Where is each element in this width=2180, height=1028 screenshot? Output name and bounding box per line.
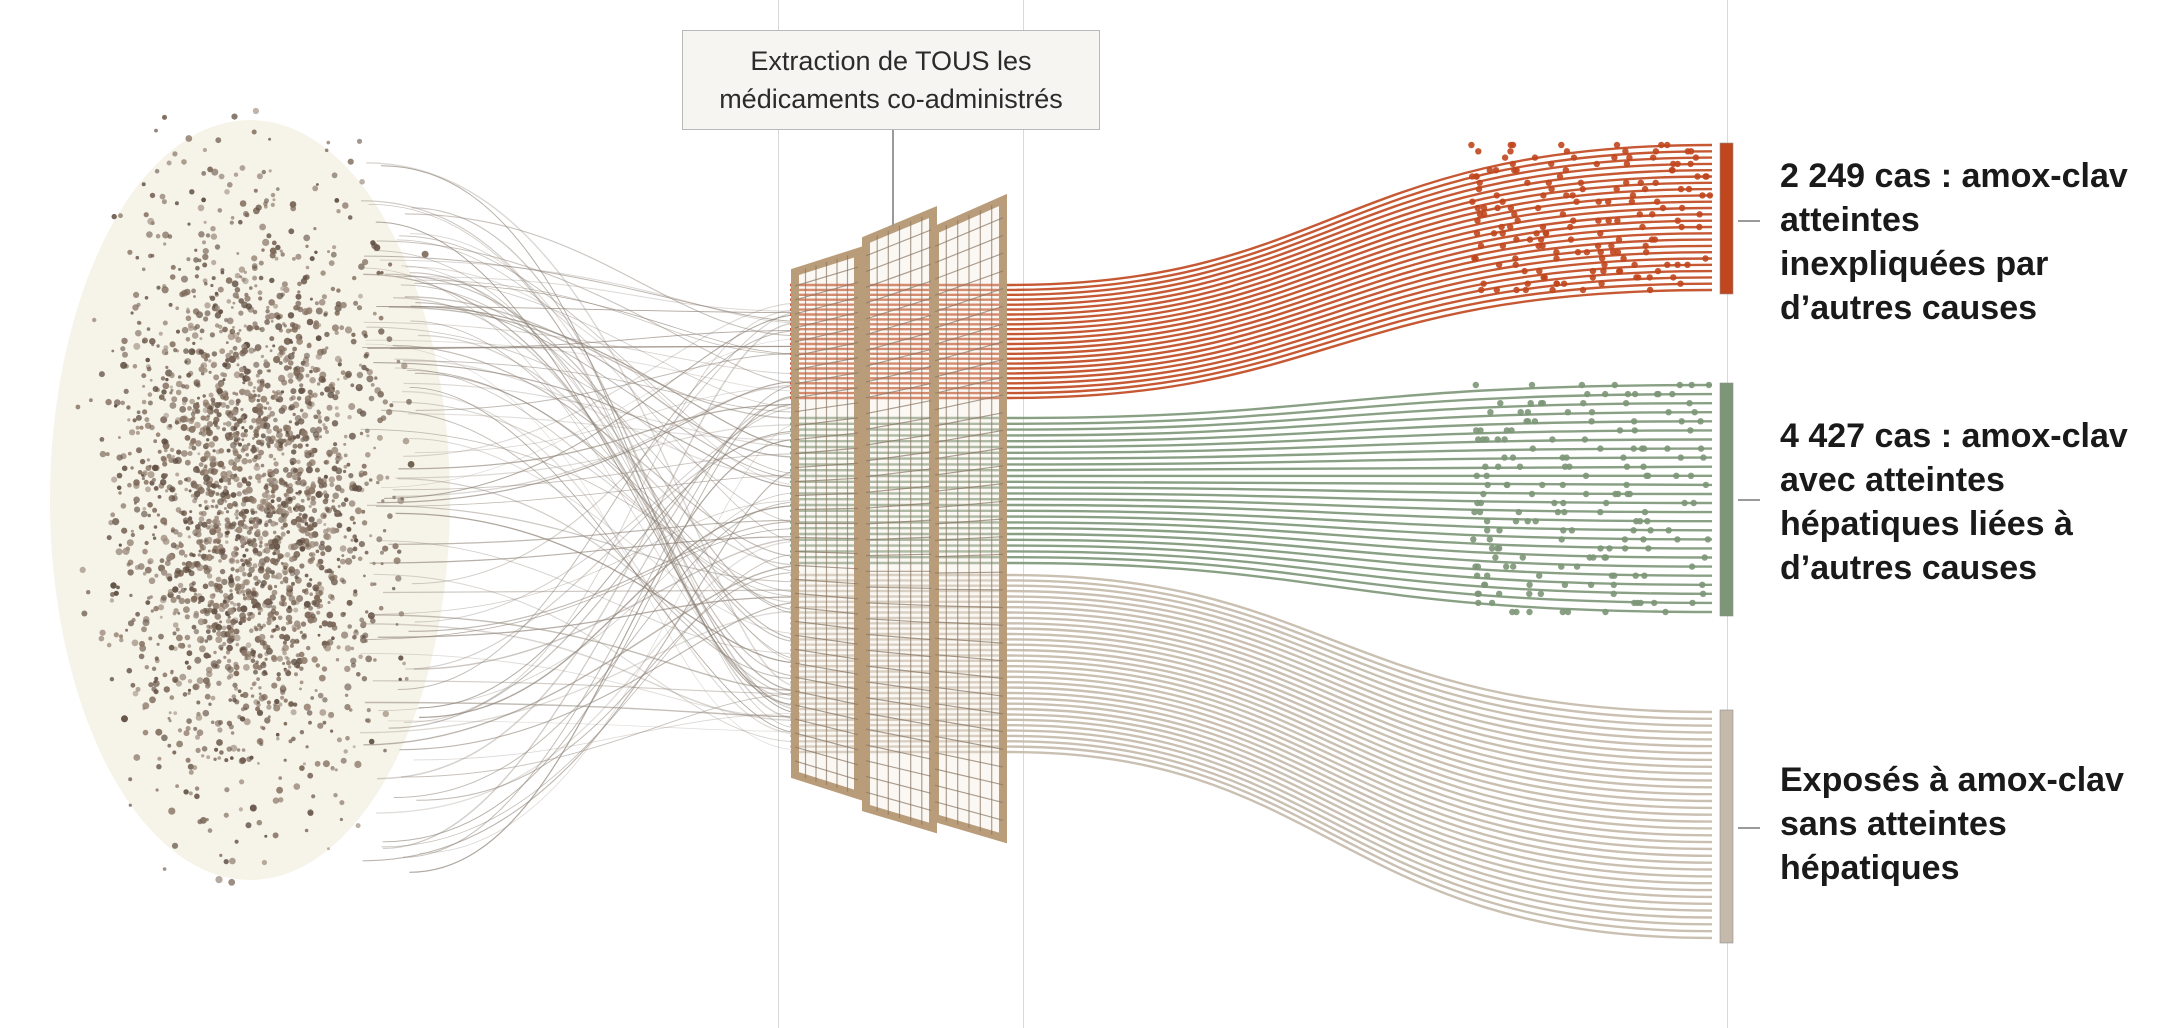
- bundle-unexplained: [790, 141, 1714, 400]
- bundle-no_injury: [790, 573, 1713, 940]
- group-connector-no-injury: [1738, 827, 1760, 829]
- group-bar-other_causes: [1719, 382, 1734, 617]
- group-label-line: d’autres causes: [1780, 549, 2038, 587]
- filter-label-line-2: médicaments co-administrés: [719, 84, 1063, 114]
- group-label-unexplained: 2 249 cas : amox-clav atteintes inexpliq…: [1780, 154, 2175, 330]
- output-bundles: [790, 141, 1714, 940]
- filter-grid-panel: [862, 205, 937, 834]
- group-label-line: atteintes: [1780, 201, 1920, 239]
- group-bar-no_injury: [1719, 709, 1734, 944]
- filter-grid-panel: [931, 193, 1007, 844]
- group-label-line: avec atteintes: [1780, 461, 2005, 499]
- group-bars: [1719, 142, 1734, 944]
- group-connector-other-causes: [1738, 499, 1760, 501]
- filter-label-line-1: Extraction de TOUS les: [750, 46, 1032, 76]
- filter-label: Extraction de TOUS les médicaments co-ad…: [682, 30, 1100, 130]
- group-label-line: Exposés à amox-clav: [1780, 761, 2124, 799]
- guide-line: [778, 0, 779, 1028]
- group-label-line: 2 249 cas : amox-clav: [1780, 157, 2128, 195]
- group-label-line: sans atteintes: [1780, 805, 2007, 843]
- case-cloud: [50, 107, 450, 886]
- bundle-other_causes: [790, 381, 1713, 616]
- filter-grids: [791, 193, 1007, 844]
- group-label-line: d’autres causes: [1780, 289, 2038, 327]
- filter-label-connector: [892, 130, 894, 226]
- guide-line: [1023, 0, 1024, 1028]
- group-label-no-injury: Exposés à amox-clav sans atteintes hépat…: [1780, 758, 2175, 890]
- group-bar-unexplained: [1719, 142, 1734, 295]
- group-label-line: 4 427 cas : amox-clav: [1780, 417, 2128, 455]
- group-label-line: hépatiques liées à: [1780, 505, 2073, 543]
- group-label-line: inexpliquées par: [1780, 245, 2049, 283]
- group-label-line: hépatiques: [1780, 849, 1960, 887]
- group-label-other-causes: 4 427 cas : amox-clav avec atteintes hép…: [1780, 414, 2175, 590]
- group-connector-unexplained: [1738, 220, 1760, 222]
- filter-grid-panel: [791, 246, 862, 801]
- converging-fibers: [359, 162, 801, 873]
